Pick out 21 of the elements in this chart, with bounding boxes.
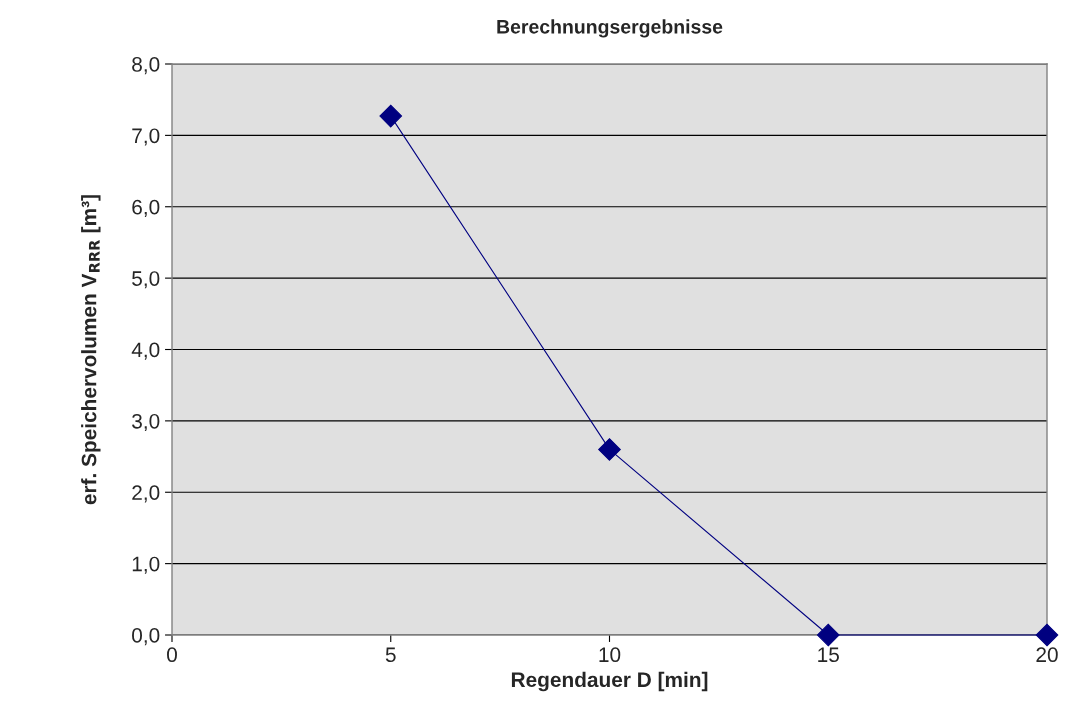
x-tick-label: 0 [167, 647, 177, 663]
x-tick-label: 20 [1036, 647, 1058, 663]
y-tick-label: 1,0 [132, 556, 160, 574]
x-tick-label: 5 [385, 647, 396, 663]
x-axis-title: Regendauer D [min] [511, 671, 708, 692]
y-tick-label: 5,0 [132, 271, 160, 289]
x-tick-label: 15 [818, 647, 839, 663]
point [1035, 623, 1059, 647]
y-tick-label: 3,0 [132, 413, 160, 432]
y-axis-title: erf. Speichervolumen V$_{RRR}$ [m³] [81, 195, 101, 505]
y-tick-label: 7,0 [132, 128, 160, 146]
y-tick-label: 0,0 [132, 628, 160, 646]
y-tick-label: 6,0 [132, 199, 160, 217]
point [598, 438, 621, 461]
point [816, 623, 840, 647]
y-tick-label: 4,0 [131, 342, 160, 360]
point [379, 104, 403, 128]
y-tick-label: 8,0 [132, 57, 160, 75]
y-tick-label: 2,0 [132, 485, 160, 503]
chart-title: Berechnungsergebnisse [497, 19, 723, 38]
x-tick-label: 10 [599, 647, 621, 663]
